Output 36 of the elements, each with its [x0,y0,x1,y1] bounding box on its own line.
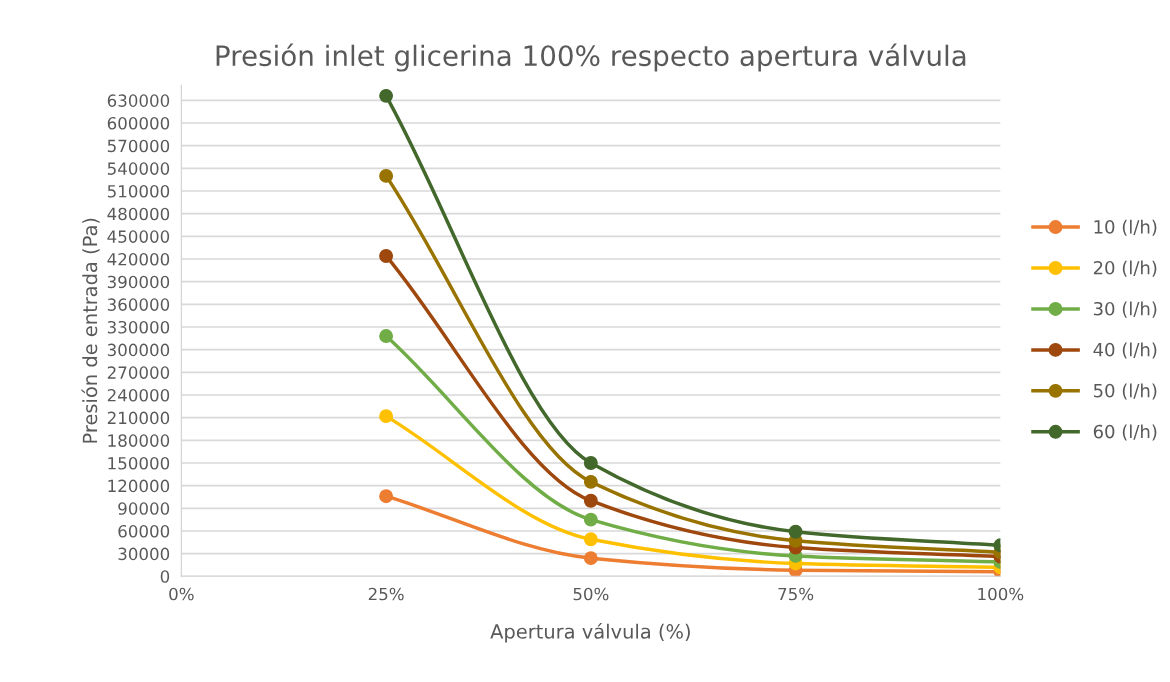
y-tick-label: 180000 [108,434,170,447]
y-tick-label: 360000 [107,298,170,311]
y-tick-label: 480000 [107,207,170,221]
legend-label: 40 (l/h) [1093,342,1157,359]
y-tick-label: 510000 [107,184,170,198]
x-axis-title: Apertura válvula (%) [490,622,690,643]
legend-label: 20 (l/h) [1093,260,1157,277]
chart-title: Presión inlet glicerina 100% respecto apertura válvula [216,43,966,72]
y-tick-label: 600000 [107,116,170,130]
y-tick-label: 390000 [107,275,170,289]
y-tick-label: 300000 [107,343,170,357]
y-axis-title: Presión de entrada (Pa) [81,218,100,443]
y-tick-label: 570000 [107,139,170,153]
y-tick-label: 60000 [118,524,170,538]
legend-label: 30 (l/h) [1093,301,1157,318]
y-tick-label: 30000 [118,547,170,561]
y-tick-label: 540000 [107,162,170,175]
legend-label: 10 (l/h) [1094,219,1157,236]
legend-label: 60 (l/h) [1093,424,1157,441]
y-tick-label: 420000 [107,252,170,266]
x-tick-label: 75% [778,587,814,601]
x-tick-label: 0% [169,587,194,601]
y-tick-label: 150000 [108,456,170,470]
y-tick-label: 240000 [107,388,170,402]
y-tick-label: 270000 [107,366,170,379]
x-tick-label: 100% [978,587,1024,601]
y-tick-label: 90000 [118,502,170,515]
y-tick-label: 330000 [107,320,170,334]
x-tick-label: 50% [573,587,609,601]
x-tick-label: 25% [368,587,404,601]
y-tick-label: 210000 [107,411,170,425]
y-tick-label: 450000 [107,230,170,243]
y-tick-label: 630000 [107,94,170,107]
legend-label: 50 (l/h) [1093,383,1157,400]
y-tick-label: 120000 [108,479,170,493]
y-tick-label: 0 [160,570,170,583]
